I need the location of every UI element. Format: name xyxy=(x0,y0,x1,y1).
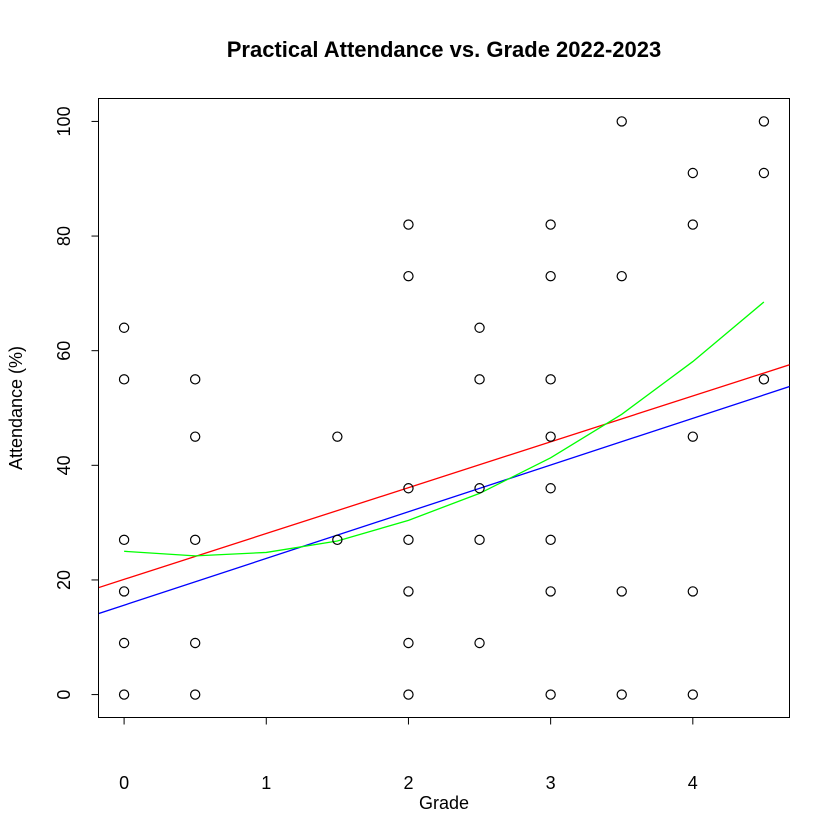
y-tick-label: 40 xyxy=(54,455,74,475)
data-point xyxy=(758,374,770,385)
data-point xyxy=(687,219,699,230)
data-point xyxy=(189,374,201,385)
data-point xyxy=(403,270,414,282)
data-point xyxy=(616,270,627,282)
data-point xyxy=(403,534,414,546)
data-point xyxy=(332,431,343,442)
fit-line-3 xyxy=(124,301,765,557)
data-point xyxy=(403,689,414,700)
y-axis: 0 20 40 60 80 100 xyxy=(54,106,99,700)
data-point xyxy=(474,374,485,385)
data-point xyxy=(474,322,485,333)
data-point xyxy=(758,116,770,127)
data-point xyxy=(616,116,627,127)
plot-frame xyxy=(98,98,790,718)
data-point xyxy=(403,586,414,597)
x-axis: 0 1 2 3 4 xyxy=(119,717,698,793)
data-point xyxy=(474,534,485,546)
data-point xyxy=(545,374,556,385)
x-tick-label: 4 xyxy=(688,773,698,793)
x-tick-label: 0 xyxy=(119,773,129,793)
data-point xyxy=(616,689,627,700)
data-point xyxy=(545,270,556,282)
y-tick-label: 100 xyxy=(54,106,74,136)
data-point xyxy=(545,431,556,442)
x-axis-label: Grade xyxy=(419,793,469,813)
data-point xyxy=(545,586,556,597)
x-tick-label: 3 xyxy=(546,773,556,793)
x-tick-label: 1 xyxy=(261,773,271,793)
x-tick-label: 2 xyxy=(403,773,413,793)
data-point xyxy=(687,167,699,179)
data-point xyxy=(118,637,130,649)
data-point xyxy=(545,219,556,230)
fit-line-1 xyxy=(98,364,790,589)
data-point xyxy=(118,534,130,546)
data-point xyxy=(545,534,556,546)
data-point xyxy=(687,689,699,700)
data-point xyxy=(474,483,485,494)
data-point xyxy=(118,689,130,700)
data-point xyxy=(189,689,201,700)
fit-lines xyxy=(98,301,790,615)
data-point xyxy=(118,374,130,385)
fit-line-2 xyxy=(98,385,790,615)
chart-title: Practical Attendance vs. Grade 2022-2023 xyxy=(227,37,662,62)
data-point xyxy=(474,637,485,649)
data-point xyxy=(118,586,130,597)
data-point xyxy=(687,586,699,597)
data-point xyxy=(616,586,627,597)
data-point xyxy=(332,534,343,546)
y-tick-label: 60 xyxy=(54,341,74,361)
data-point xyxy=(545,483,556,494)
data-point xyxy=(118,322,130,333)
data-point xyxy=(189,534,201,546)
data-point xyxy=(687,431,699,442)
data-points xyxy=(118,116,770,700)
data-point xyxy=(403,637,414,649)
y-tick-label: 20 xyxy=(54,570,74,590)
y-tick-label: 0 xyxy=(54,690,74,700)
data-point xyxy=(403,483,414,494)
y-tick-label: 80 xyxy=(54,226,74,246)
data-point xyxy=(189,637,201,649)
data-point xyxy=(189,431,201,442)
data-point xyxy=(545,689,556,700)
data-point xyxy=(758,167,770,179)
y-axis-label: Attendance (%) xyxy=(6,346,26,470)
data-point xyxy=(403,219,414,230)
